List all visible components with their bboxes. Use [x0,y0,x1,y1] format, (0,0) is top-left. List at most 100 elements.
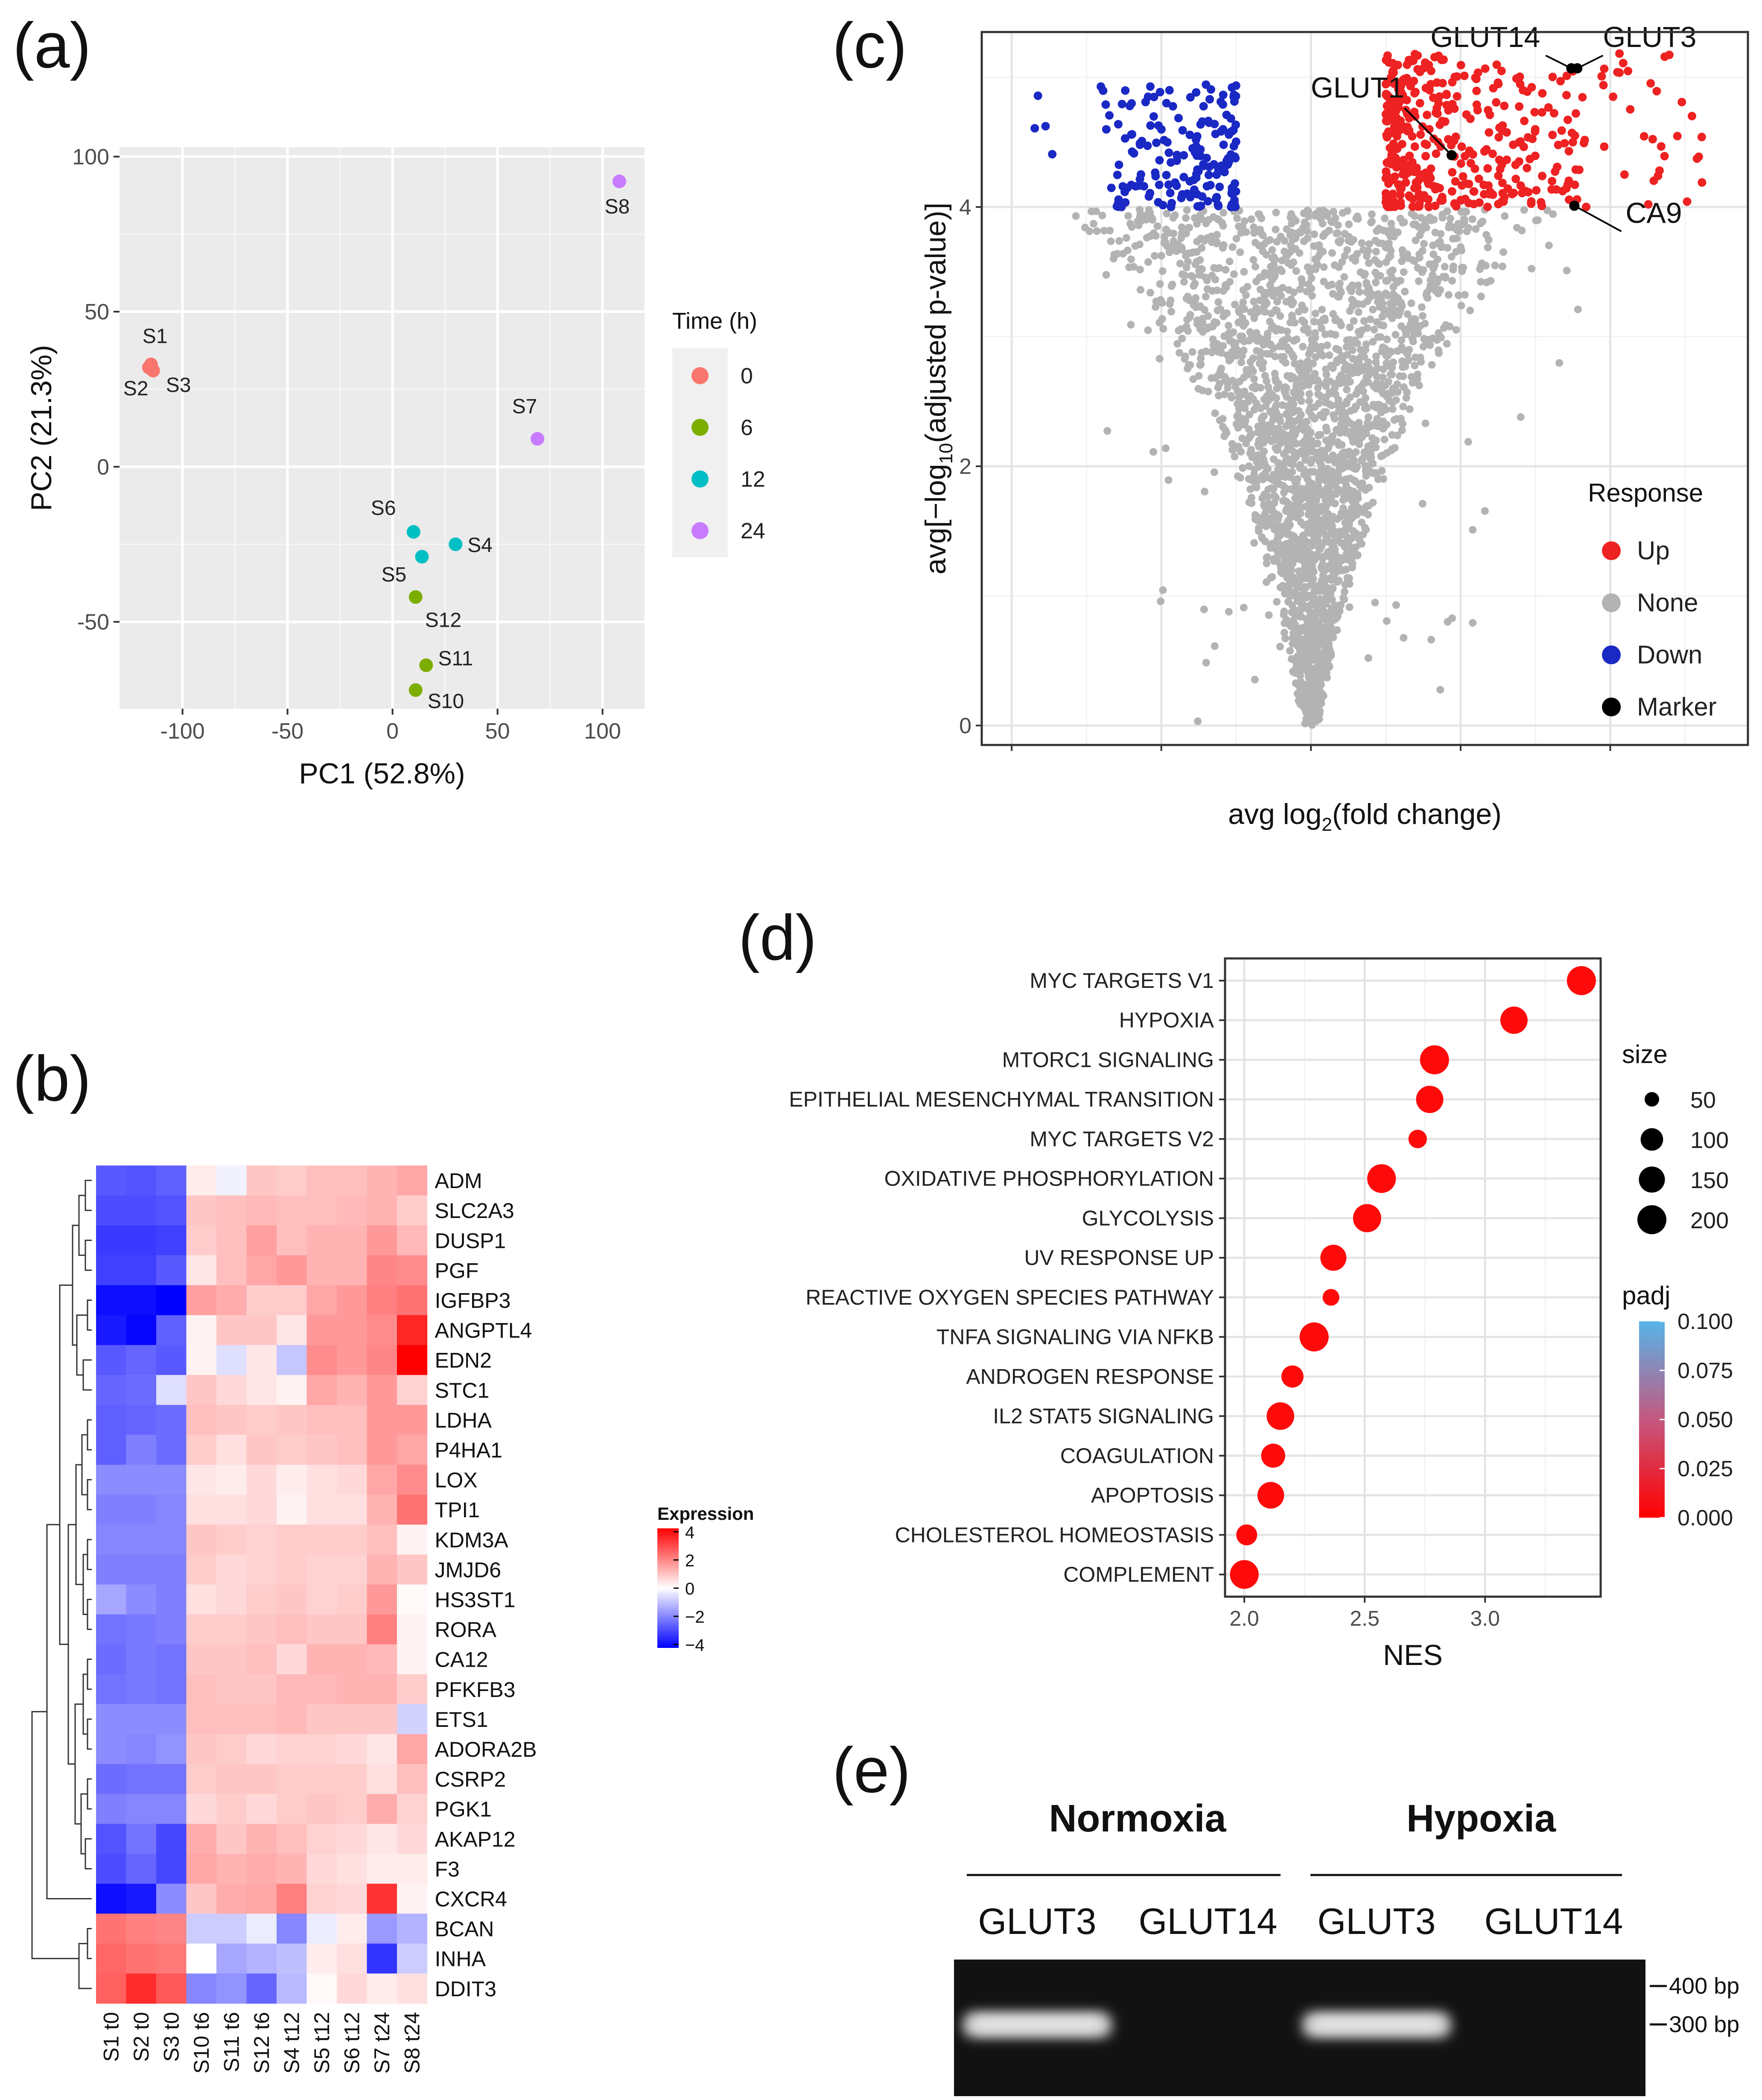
heatmap-row-label: SLC2A3 [435,1199,514,1223]
volcano-point-none [1323,610,1331,619]
volcano-point-none [1297,613,1305,621]
heatmap-cell [216,1913,247,1944]
volcano-point-none [1382,289,1390,298]
volcano-point-up [1393,144,1402,153]
volcano-point-none [1435,349,1443,357]
volcano-point-down [1127,181,1136,190]
size-legend-label: 100 [1690,1127,1729,1153]
volcano-point-none [1309,441,1317,448]
volcano-point-down [1228,184,1237,193]
heatmap-cell [397,1764,428,1794]
heatmap-cell [96,1195,127,1226]
volcano-point-none [1202,292,1210,301]
volcano-point-none [1369,401,1377,409]
heatmap-cell [126,1495,157,1525]
volcano-point-none [1217,365,1225,373]
heatmap-cell [367,1434,397,1465]
volcano-point-none [1223,309,1231,317]
volcano-point-none [1276,523,1284,531]
heatmap-cell [277,1884,307,1914]
volcano-point-none [1448,614,1456,622]
volcano-point-none [1220,432,1228,440]
volcano-point-up [1421,84,1430,93]
volcano-point-none [1093,227,1101,235]
heatmap-cell [337,1794,368,1824]
volcano-point-none [1299,532,1307,540]
volcano-point-none [1221,373,1228,381]
heatmap-cell [246,1764,277,1794]
volcano-point-none [1344,552,1352,560]
volcano-point-none [1388,364,1396,372]
heatmap-cell [367,1405,397,1435]
volcano-point-none [1469,526,1477,534]
volcano-point-none [1318,324,1325,332]
heatmap-cell [306,1854,337,1884]
volcano-point-none [1107,237,1115,245]
volcano-point-none [1355,288,1363,296]
heatmap-cell [126,1525,157,1555]
heatmap-cell [367,1525,397,1555]
volcano-point-none [1346,487,1354,495]
dendrogram-branch [31,1711,79,1960]
volcano-point-none [1146,289,1154,297]
volcano-point-none [1292,607,1300,615]
volcano-point-none [1256,296,1264,304]
volcano-point-none [1383,277,1392,285]
heatmap-row-label: P4HA1 [435,1438,502,1462]
pca-point [449,537,463,551]
volcano-point-up [1410,108,1419,117]
x-axis-label: PC1 (52.8%) [299,757,465,790]
volcano-point-none [1463,227,1471,235]
heatmap-cell [96,1674,127,1705]
volcano-point-none [1380,435,1389,444]
volcano-point-none [1278,257,1286,265]
volcano-point-none [1362,346,1370,354]
volcano-point-none [1282,468,1290,476]
volcano-point-none [1421,419,1429,427]
volcano-point-none [1374,298,1382,306]
volcano-point-none [1407,299,1415,307]
volcano-point-none [1131,242,1139,250]
volcano-point-none [1269,324,1277,332]
volcano-point-none [1262,251,1270,259]
heatmap-cell [367,1913,397,1944]
volcano-point-none [1301,306,1309,314]
volcano-point-none [1157,252,1165,260]
heatmap-row-label: CXCR4 [435,1887,507,1911]
volcano-point-none [1258,414,1266,421]
volcano-point-up [1556,77,1565,86]
heatmap-cell [397,1734,428,1764]
volcano-point-none [1272,425,1281,433]
volcano-point-none [1308,599,1316,607]
volcano-point-down [1155,88,1164,96]
legend-key [1602,593,1621,612]
heatmap-cell [397,1375,428,1405]
heatmap-cell [277,1285,307,1316]
volcano-point-up [1396,190,1405,199]
volcano-point-none [1289,573,1298,581]
gel-lane-label: GLUT3 [978,1901,1096,1942]
volcano-point-none [1159,586,1167,594]
volcano-point-up [1386,143,1394,152]
heatmap-cell [367,1884,397,1914]
volcano-point-none [1236,248,1244,256]
heatmap-cell [337,1285,368,1316]
volcano-point-none [1280,337,1288,345]
volcano-point-none [1291,431,1299,439]
volcano-point-up [1388,78,1397,87]
volcano-point-none [1387,219,1395,228]
volcano-point-none [1256,286,1264,294]
volcano-point-none [1284,421,1292,429]
volcano-point-none [1301,221,1309,229]
gel-band-core [1313,2017,1441,2032]
volcano-point-none [1144,258,1152,266]
heatmap-cell [306,1285,337,1316]
volcano-point-down [1207,85,1215,94]
volcano-point-up [1409,56,1418,65]
heatmap-cell [216,1465,247,1495]
volcano-point-none [1183,206,1191,214]
volcano-point-none [1228,377,1237,385]
volcano-point-down [1099,86,1108,95]
heatmap-cell [277,1375,307,1405]
